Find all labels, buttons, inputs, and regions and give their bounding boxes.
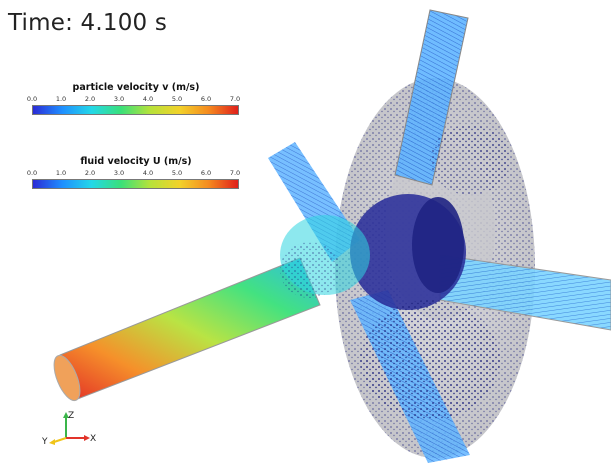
tick-label: 5.0 [171,95,183,103]
y-axis-line [53,437,67,443]
tick-label: 1.0 [55,95,67,103]
tick-label: 4.0 [142,95,154,103]
tick-label: 0.0 [26,169,38,177]
z-axis-label: Z [68,411,74,421]
tick-label: 3.0 [113,169,125,177]
tick-label: 0.0 [26,95,38,103]
particle-velocity-ticks: 0.0 1.0 2.0 3.0 4.0 5.0 6.0 7.0 [26,95,241,105]
fluid-velocity-ticks: 0.0 1.0 2.0 3.0 4.0 5.0 6.0 7.0 [26,169,241,179]
particle-velocity-legend: particle velocity v (m/s) 0.0 1.0 2.0 3.… [26,82,241,115]
x-axis-label: X [90,434,96,444]
y-axis-label: Y [41,437,48,447]
tick-label: 5.0 [171,169,183,177]
fluid-velocity-legend-title: fluid velocity U (m/s) [80,156,192,167]
particle-velocity-colorbar [32,105,239,115]
tick-label: 7.0 [229,95,241,103]
tick-label: 1.0 [55,169,67,177]
outlet-pipe-top [395,10,468,185]
fluid-velocity-colorbar [32,179,239,189]
tick-label: 2.0 [84,95,96,103]
particle-velocity-legend-title: particle velocity v (m/s) [72,82,200,93]
tick-label: 3.0 [113,95,125,103]
time-label: Time: 4.100 s [8,10,168,36]
inlet-pipe [60,258,320,400]
fluid-velocity-legend: fluid velocity U (m/s) 0.0 1.0 2.0 3.0 4… [26,156,241,189]
tick-label: 6.0 [200,95,212,103]
tick-label: 4.0 [142,169,154,177]
orientation-axes-icon: Z Y X [40,408,100,458]
tick-label: 7.0 [229,169,241,177]
tick-label: 6.0 [200,169,212,177]
tick-label: 2.0 [84,169,96,177]
